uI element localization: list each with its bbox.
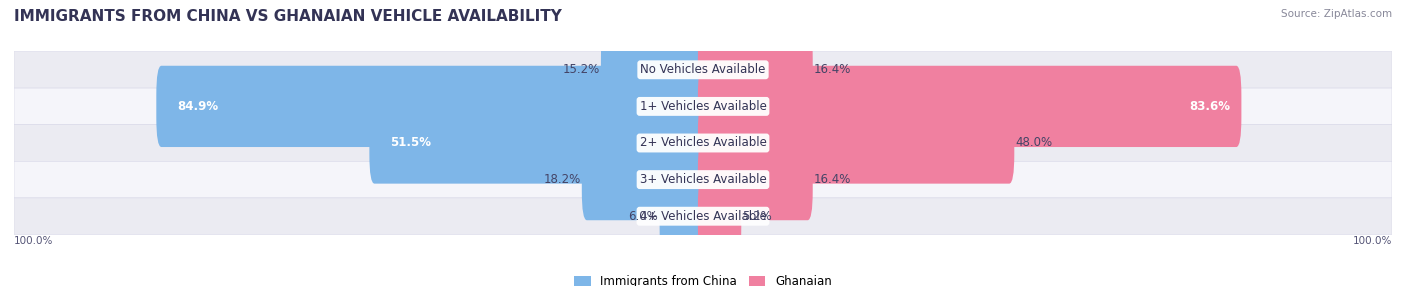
FancyBboxPatch shape — [697, 66, 1241, 147]
Text: No Vehicles Available: No Vehicles Available — [640, 63, 766, 76]
Text: IMMIGRANTS FROM CHINA VS GHANAIAN VEHICLE AVAILABILITY: IMMIGRANTS FROM CHINA VS GHANAIAN VEHICL… — [14, 9, 562, 23]
Text: 3+ Vehicles Available: 3+ Vehicles Available — [640, 173, 766, 186]
FancyBboxPatch shape — [697, 139, 813, 220]
FancyBboxPatch shape — [14, 161, 1392, 198]
FancyBboxPatch shape — [14, 51, 1392, 88]
Text: 15.2%: 15.2% — [562, 63, 599, 76]
Text: Source: ZipAtlas.com: Source: ZipAtlas.com — [1281, 9, 1392, 19]
Legend: Immigrants from China, Ghanaian: Immigrants from China, Ghanaian — [569, 270, 837, 286]
FancyBboxPatch shape — [697, 29, 813, 110]
Text: 48.0%: 48.0% — [1015, 136, 1053, 150]
FancyBboxPatch shape — [14, 198, 1392, 235]
Text: 4+ Vehicles Available: 4+ Vehicles Available — [640, 210, 766, 223]
Text: 83.6%: 83.6% — [1189, 100, 1230, 113]
FancyBboxPatch shape — [582, 139, 709, 220]
Text: 2+ Vehicles Available: 2+ Vehicles Available — [640, 136, 766, 150]
Text: 16.4%: 16.4% — [814, 173, 852, 186]
FancyBboxPatch shape — [14, 88, 1392, 125]
Text: 100.0%: 100.0% — [14, 236, 53, 246]
FancyBboxPatch shape — [600, 29, 709, 110]
FancyBboxPatch shape — [697, 102, 1014, 184]
FancyBboxPatch shape — [697, 176, 741, 257]
FancyBboxPatch shape — [156, 66, 709, 147]
FancyBboxPatch shape — [14, 125, 1392, 161]
Text: 51.5%: 51.5% — [391, 136, 432, 150]
Text: 5.2%: 5.2% — [742, 210, 772, 223]
Text: 16.4%: 16.4% — [814, 63, 852, 76]
Text: 100.0%: 100.0% — [1353, 236, 1392, 246]
FancyBboxPatch shape — [370, 102, 709, 184]
Text: 1+ Vehicles Available: 1+ Vehicles Available — [640, 100, 766, 113]
Text: 18.2%: 18.2% — [543, 173, 581, 186]
Text: 84.9%: 84.9% — [177, 100, 218, 113]
FancyBboxPatch shape — [659, 176, 709, 257]
Text: 6.0%: 6.0% — [628, 210, 658, 223]
